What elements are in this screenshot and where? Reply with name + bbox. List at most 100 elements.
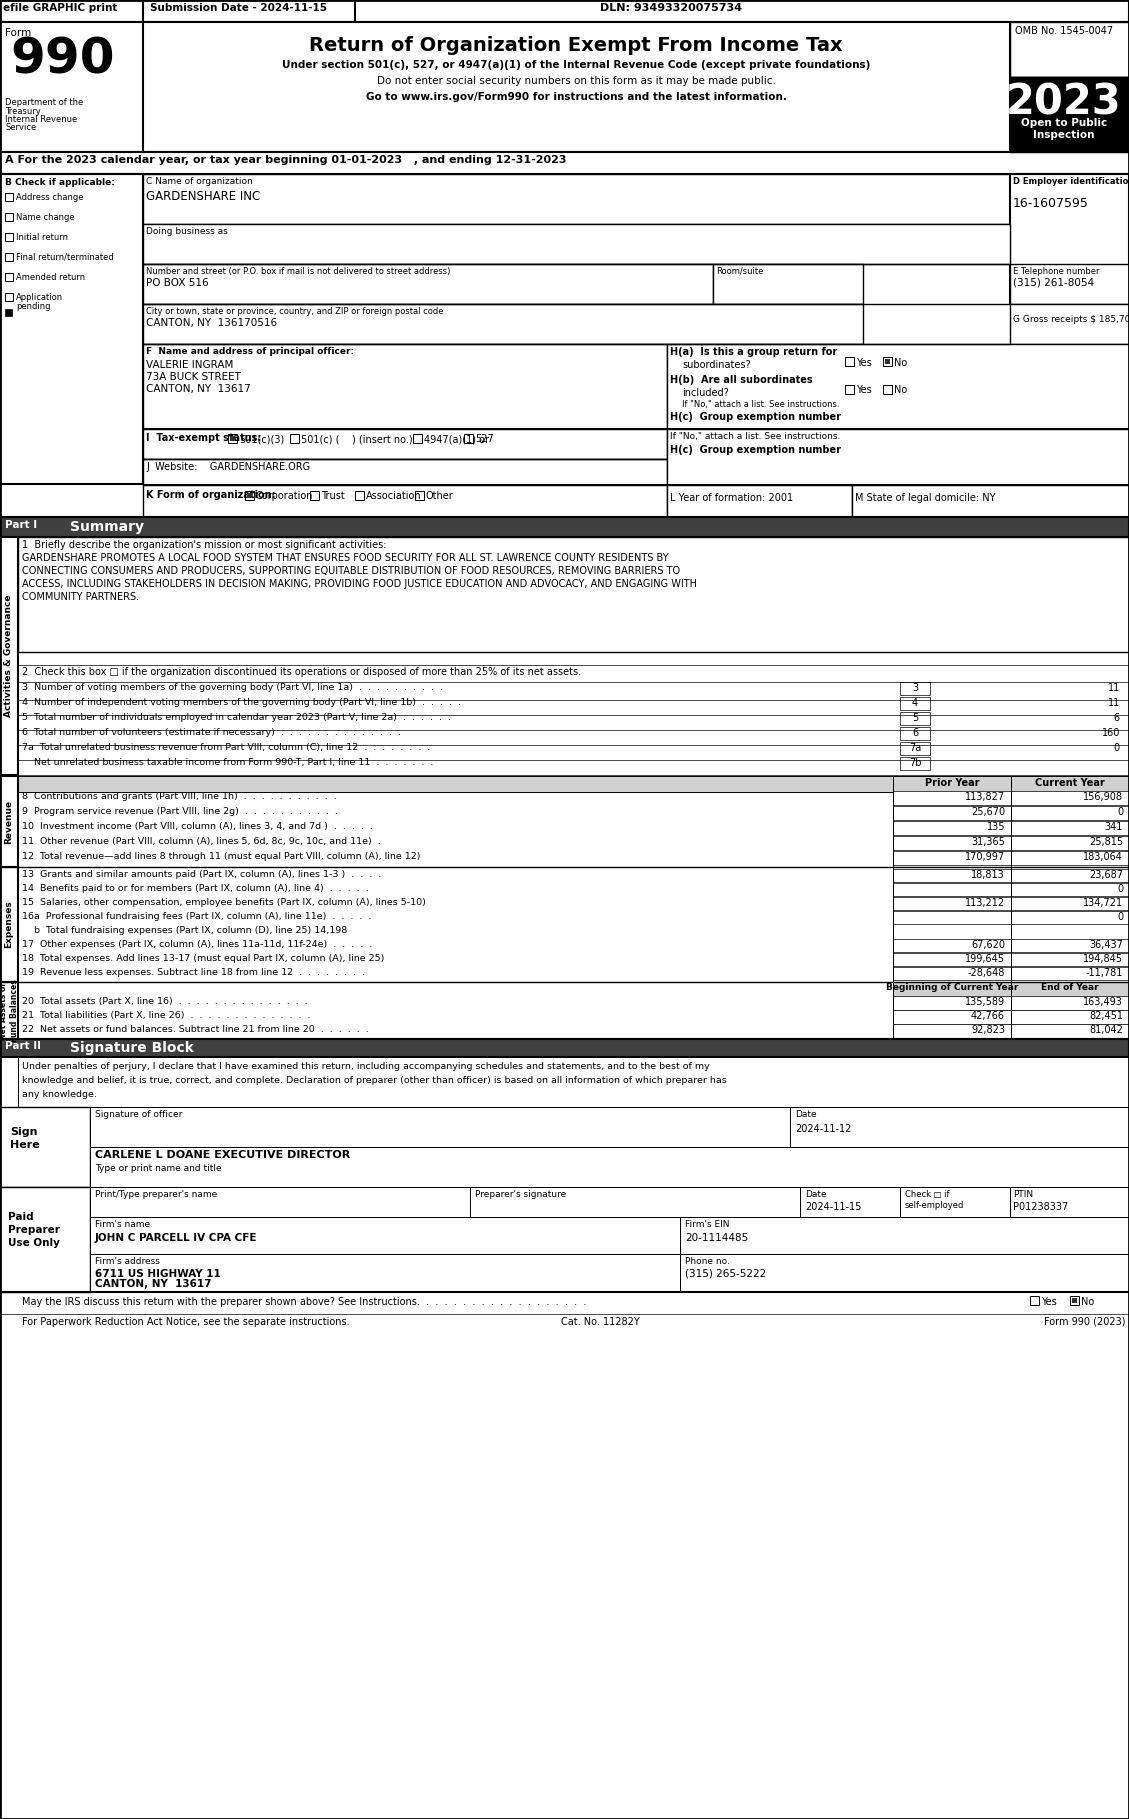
Text: 21  Total liabilities (Part X, line 26)  .  .  .  .  .  .  .  .  .  .  .  .  .  : 21 Total liabilities (Part X, line 26) .… [21, 1011, 310, 1020]
Text: 25,670: 25,670 [971, 808, 1005, 817]
Bar [1010, 939, 1129, 951]
Bar [5, 273, 14, 280]
Bar [1010, 791, 1129, 806]
Text: Check □ if: Check □ if [905, 1190, 949, 1199]
Text: 3: 3 [912, 682, 918, 693]
Bar [893, 869, 1010, 882]
Text: 4: 4 [912, 698, 918, 708]
Bar [790, 1108, 1129, 1148]
Bar [0, 777, 18, 868]
Text: GARDENSHARE INC: GARDENSHARE INC [146, 189, 261, 204]
Text: No: No [1080, 1297, 1094, 1308]
Text: b  Total fundraising expenses (Part IX, column (D), line 25) 14,198: b Total fundraising expenses (Part IX, c… [21, 926, 348, 935]
Bar [90, 1253, 680, 1291]
Text: 16-1607595: 16-1607595 [1013, 196, 1088, 209]
Text: Summary: Summary [70, 520, 145, 535]
Text: 113,827: 113,827 [965, 791, 1005, 802]
Text: Date: Date [805, 1190, 826, 1199]
Text: 2  Check this box □ if the organization discontinued its operations or disposed : 2 Check this box □ if the organization d… [21, 668, 581, 677]
Bar [1010, 175, 1129, 304]
Text: 170,997: 170,997 [965, 851, 1005, 862]
Text: Go to www.irs.gov/Form990 for instructions and the latest information.: Go to www.irs.gov/Form990 for instructio… [366, 93, 787, 102]
Bar [1010, 953, 1129, 966]
Text: 12  Total revenue—add lines 8 through 11 (must equal Part VIII, column (A), line: 12 Total revenue—add lines 8 through 11 … [21, 851, 420, 860]
Bar [900, 682, 930, 695]
Text: Date: Date [795, 1110, 816, 1119]
Bar [5, 193, 14, 202]
Text: Revenue: Revenue [5, 799, 14, 844]
Text: 6: 6 [912, 728, 918, 739]
Text: 7b: 7b [909, 759, 921, 768]
Text: 73A BUCK STREET: 73A BUCK STREET [146, 373, 240, 382]
Bar [893, 982, 1010, 997]
Bar [893, 939, 1010, 951]
Bar [1010, 997, 1129, 1010]
Bar [0, 175, 143, 484]
Bar [680, 1253, 1129, 1291]
Bar [1010, 1024, 1129, 1039]
Bar [1010, 911, 1129, 924]
Bar [143, 344, 667, 429]
Text: 42,766: 42,766 [971, 1011, 1005, 1020]
Text: 11  Other revenue (Part VIII, column (A), lines 5, 6d, 8c, 9c, 10c, and 11e)  .: 11 Other revenue (Part VIII, column (A),… [21, 837, 380, 846]
Text: self-employed: self-employed [905, 1201, 964, 1210]
Bar [0, 0, 1129, 22]
Bar [247, 493, 252, 498]
Text: CONNECTING CONSUMERS AND PRODUCERS, SUPPORTING EQUITABLE DISTRIBUTION OF FOOD RE: CONNECTING CONSUMERS AND PRODUCERS, SUPP… [21, 566, 680, 577]
Text: Doing business as: Doing business as [146, 227, 228, 236]
Bar [900, 1188, 1010, 1217]
Bar [5, 213, 14, 220]
Bar [5, 309, 12, 317]
Text: subordinates?: subordinates? [682, 360, 751, 369]
Text: 199,645: 199,645 [965, 953, 1005, 964]
Text: No: No [894, 386, 908, 395]
Text: 135,589: 135,589 [965, 997, 1005, 1008]
Text: G Gross receipts $ 185,704: G Gross receipts $ 185,704 [1013, 315, 1129, 324]
Text: 990: 990 [10, 36, 114, 84]
Text: 20  Total assets (Part X, line 16)  .  .  .  .  .  .  .  .  .  .  .  .  .  .  .: 20 Total assets (Part X, line 16) . . . … [21, 997, 308, 1006]
Text: Prior Year: Prior Year [925, 779, 979, 788]
Text: Type or print name and title: Type or print name and title [95, 1164, 221, 1173]
Bar [0, 868, 18, 982]
Text: Inspection: Inspection [1033, 129, 1095, 140]
Bar [1010, 897, 1129, 910]
Text: Yes: Yes [1041, 1297, 1057, 1308]
Text: Department of the: Department of the [5, 98, 84, 107]
Text: JOHN C PARCELL IV CPA CFE: JOHN C PARCELL IV CPA CFE [95, 1233, 257, 1242]
Text: End of Year: End of Year [1041, 982, 1099, 991]
Bar [0, 153, 1129, 175]
Bar [852, 486, 1129, 517]
Text: Here: Here [10, 1141, 40, 1150]
Text: 194,845: 194,845 [1083, 953, 1123, 964]
Text: If "No," attach a list. See instructions.: If "No," attach a list. See instructions… [669, 431, 840, 440]
Bar [0, 1188, 90, 1291]
Bar [143, 486, 667, 517]
Text: Firm's EIN: Firm's EIN [685, 1221, 729, 1230]
Bar [893, 791, 1010, 806]
Text: 5: 5 [912, 713, 918, 722]
Text: 527: 527 [475, 435, 493, 444]
Text: 6711 US HIGHWAY 11: 6711 US HIGHWAY 11 [95, 1270, 221, 1279]
Text: 18  Total expenses. Add lines 13-17 (must equal Part IX, column (A), line 25): 18 Total expenses. Add lines 13-17 (must… [21, 953, 384, 962]
Bar [893, 953, 1010, 966]
Bar [5, 253, 14, 260]
Text: 0: 0 [1117, 884, 1123, 893]
Text: 2024-11-15: 2024-11-15 [805, 1202, 861, 1211]
Text: Net unrelated business taxable income from Form 990-T, Part I, line 11  .  .  . : Net unrelated business taxable income fr… [21, 759, 434, 768]
Text: 92,823: 92,823 [971, 1024, 1005, 1035]
Bar [893, 997, 1010, 1010]
Bar [245, 491, 254, 500]
Text: 18,813: 18,813 [971, 869, 1005, 880]
Text: Activities & Governance: Activities & Governance [5, 595, 14, 717]
Text: Treasury: Treasury [5, 107, 41, 116]
Text: Association: Association [366, 491, 421, 500]
Text: Initial return: Initial return [16, 233, 68, 242]
Bar [1010, 820, 1129, 835]
Text: 82,451: 82,451 [1089, 1011, 1123, 1020]
Bar [5, 233, 14, 240]
Bar [1010, 882, 1129, 897]
Text: 163,493: 163,493 [1083, 997, 1123, 1008]
Text: 7a  Total unrelated business revenue from Part VIII, column (C), line 12  .  .  : 7a Total unrelated business revenue from… [21, 742, 430, 751]
Text: Part II: Part II [5, 1040, 41, 1051]
Text: Other: Other [426, 491, 454, 500]
